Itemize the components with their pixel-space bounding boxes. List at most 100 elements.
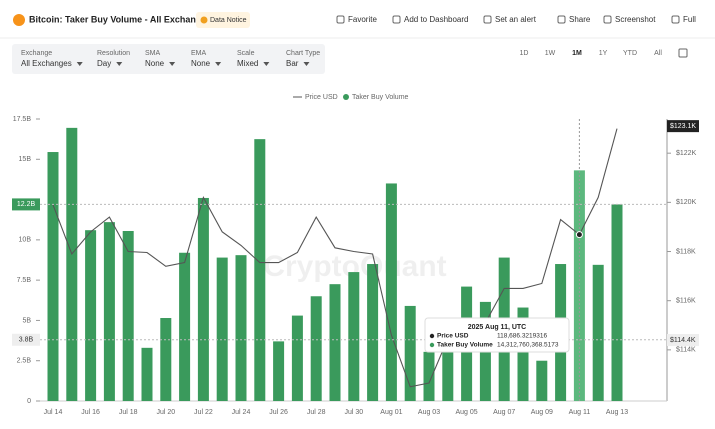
tooltip-value: 14,312,760,368.5173	[497, 342, 559, 349]
notice-text[interactable]: Data Notice	[210, 17, 247, 24]
dropdown-caret	[263, 62, 270, 66]
action-button[interactable]: Share	[569, 15, 591, 24]
x-tick-label: Jul 28	[307, 409, 326, 416]
filter-label: Exchange	[21, 50, 52, 57]
action-icon[interactable]	[671, 15, 680, 24]
tooltip-name: Taker Buy Volume	[437, 342, 493, 349]
axis-highlight-box	[12, 333, 40, 346]
tooltip-name: Price USD	[437, 333, 469, 340]
y2-highlight-label: $123.1K	[670, 123, 696, 130]
bar	[592, 264, 604, 401]
y-tick-label: 2.5B	[17, 358, 32, 365]
action-icon[interactable]	[557, 15, 566, 24]
bar	[122, 230, 134, 401]
y2-tick-label: $118K	[676, 248, 696, 255]
x-tick-label: Jul 26	[269, 409, 288, 416]
range-button[interactable]: 1W	[545, 50, 556, 57]
bar	[197, 197, 209, 401]
action-icon[interactable]	[603, 15, 612, 24]
x-tick-label: Jul 24	[232, 409, 251, 416]
filter-value[interactable]: Mixed	[237, 59, 258, 68]
range-button[interactable]: YTD	[623, 50, 637, 57]
bar	[216, 257, 228, 401]
filter-value[interactable]: Day	[97, 59, 111, 68]
x-tick-label: Jul 20	[156, 409, 175, 416]
x-tick-label: Jul 22	[194, 409, 213, 416]
axis-highlight-label: 3.8B	[19, 337, 34, 344]
bar	[385, 183, 397, 401]
bar	[103, 222, 115, 401]
action-icon[interactable]	[392, 15, 401, 24]
bar	[141, 347, 153, 401]
bar	[517, 307, 529, 401]
x-tick-label: Aug 13	[606, 409, 628, 416]
y-tick-label: 0	[27, 398, 31, 405]
bar	[310, 296, 322, 401]
y-tick-label: 5B	[22, 317, 31, 324]
bar	[611, 204, 623, 401]
bar	[179, 252, 191, 401]
x-tick-label: Aug 09	[531, 409, 553, 416]
axis-highlight-box	[12, 198, 40, 211]
tooltip	[424, 317, 570, 353]
filter-label: Scale	[237, 50, 255, 57]
tooltip-date: 2025 Aug 11, UTC	[468, 324, 527, 331]
range-button[interactable]: 1M	[572, 50, 582, 57]
action-icon[interactable]	[336, 15, 345, 24]
btc-icon	[13, 14, 25, 26]
filter-value[interactable]: Bar	[286, 59, 299, 68]
axis-highlight-label: 12.2B	[17, 201, 36, 208]
dropdown-caret	[116, 62, 123, 66]
bar	[536, 360, 548, 401]
y2-tick-label: $122K	[676, 150, 697, 157]
bar	[442, 349, 454, 401]
filter-label: Chart Type	[286, 50, 320, 57]
range-button[interactable]: 1D	[520, 50, 529, 57]
notice-badge[interactable]	[196, 12, 250, 28]
tooltip-dot	[429, 342, 435, 348]
action-icon[interactable]	[483, 15, 492, 24]
y-tick-label: 15B	[19, 156, 32, 163]
bar	[573, 170, 585, 401]
bar	[329, 284, 341, 401]
x-tick-label: Jul 30	[344, 409, 363, 416]
bar	[273, 341, 285, 401]
y-tick-label: 7.5B	[17, 277, 32, 284]
calendar-button[interactable]	[678, 48, 688, 58]
bar	[404, 305, 416, 401]
hover-point	[575, 231, 583, 239]
y2-highlight-box	[667, 120, 699, 133]
legend-label: Price USD	[305, 94, 338, 101]
action-button[interactable]: Set an alert	[495, 15, 537, 24]
action-button[interactable]: Full	[683, 15, 696, 24]
y2-tick-label: $120K	[676, 199, 697, 206]
filter-label: EMA	[191, 50, 207, 57]
action-button[interactable]: Screenshot	[615, 15, 656, 24]
range-button[interactable]: All	[654, 50, 662, 57]
action-button[interactable]: Add to Dashboard	[404, 15, 469, 24]
bar	[85, 230, 97, 401]
y2-tick-label: $114K	[676, 347, 696, 354]
filter-value[interactable]: All Exchanges	[21, 59, 72, 68]
x-tick-label: Jul 16	[81, 409, 100, 416]
legend-swatch	[343, 94, 349, 100]
dropdown-caret	[303, 62, 310, 66]
filter-label: Resolution	[97, 50, 130, 57]
bar	[66, 127, 78, 401]
bar	[47, 152, 59, 401]
y-tick-label: 17.5B	[13, 116, 32, 123]
notice-icon	[200, 16, 208, 24]
dropdown-caret	[76, 62, 83, 66]
filter-label: SMA	[145, 50, 161, 57]
x-tick-label: Aug 11	[569, 409, 591, 416]
y2-highlight-box	[667, 334, 699, 347]
tooltip-dot	[429, 333, 435, 339]
dropdown-caret	[169, 62, 176, 66]
filter-value[interactable]: None	[191, 59, 211, 68]
x-tick-label: Aug 01	[380, 409, 402, 416]
action-button[interactable]: Favorite	[348, 15, 377, 24]
range-button[interactable]: 1Y	[599, 50, 608, 57]
y-tick-label: 10B	[19, 237, 32, 244]
legend-label: Taker Buy Volume	[352, 94, 409, 101]
filter-value[interactable]: None	[145, 59, 165, 68]
